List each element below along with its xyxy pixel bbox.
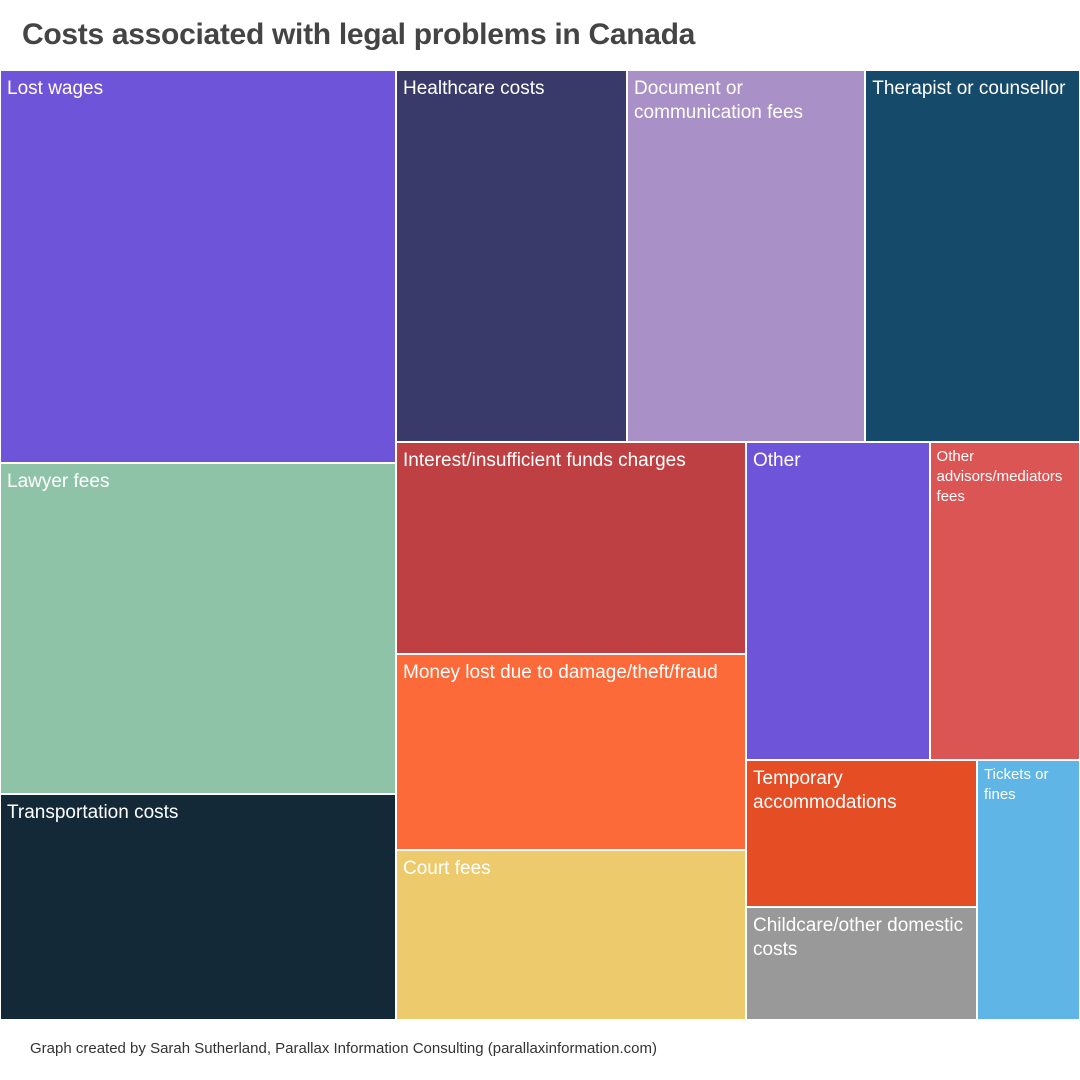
treemap-cell-other: Other	[746, 442, 930, 760]
treemap-cell-label: Transportation costs	[7, 802, 179, 824]
treemap-cell-childcare-other-domestic-costs: Childcare/other domestic costs	[746, 907, 977, 1020]
treemap-cell-temporary-accommodations: Temporary accommodations	[746, 760, 977, 908]
treemap-cell-label: Other advisors/mediators fees	[936, 448, 1063, 505]
treemap-cell-interest-insufficient-funds-charges: Interest/insufficient funds charges	[396, 442, 746, 655]
treemap-cell-document-or-communication-fees: Document or communication fees	[627, 70, 866, 442]
treemap-cell-label: Money lost due to damage/theft/fraud	[403, 662, 718, 684]
treemap-cell-transportation-costs: Transportation costs	[0, 794, 396, 1020]
treemap-cell-money-lost-due-to-damage-theft-fraud: Money lost due to damage/theft/fraud	[396, 654, 746, 850]
treemap-cell-court-fees: Court fees	[396, 849, 746, 1020]
treemap-cell-label: Interest/insufficient funds charges	[403, 450, 686, 471]
treemap-cell-lawyer-fees: Lawyer fees	[0, 462, 396, 795]
treemap-cell-label: Tickets or fines	[984, 766, 1049, 803]
treemap-cell-label: Temporary accommodations	[753, 768, 897, 813]
treemap-cell-label: Healthcare costs	[403, 78, 545, 99]
treemap-cell-label: Document or communication fees	[634, 78, 804, 123]
chart-credit: Graph created by Sarah Sutherland, Paral…	[30, 1040, 657, 1057]
treemap-chart: Lost wages Lawyer fees Transportation cost…	[0, 70, 1080, 1020]
treemap-cell-label: Other	[753, 450, 801, 471]
treemap-cell-tickets-or-fines: Tickets or fines	[977, 760, 1080, 1020]
treemap-cell-healthcare-costs: Healthcare costs	[396, 70, 628, 442]
treemap-cell-label: Lawyer fees	[7, 470, 110, 492]
treemap-cell-label: Childcare/other domestic costs	[753, 915, 964, 961]
treemap-cell-lost-wages: Lost wages	[0, 70, 396, 463]
treemap-cell-label: Court fees	[403, 857, 491, 879]
chart-title: Costs associated with legal problems in …	[22, 18, 696, 51]
treemap-cell-label: Lost wages	[7, 78, 104, 99]
treemap-cell-other-advisors-mediators-fees: Other advisors/mediators fees	[929, 442, 1080, 760]
treemap-cell-label: Therapist or counsellor	[872, 78, 1066, 99]
treemap-cell-therapist-or-counsellor: Therapist or counsellor	[865, 70, 1080, 442]
